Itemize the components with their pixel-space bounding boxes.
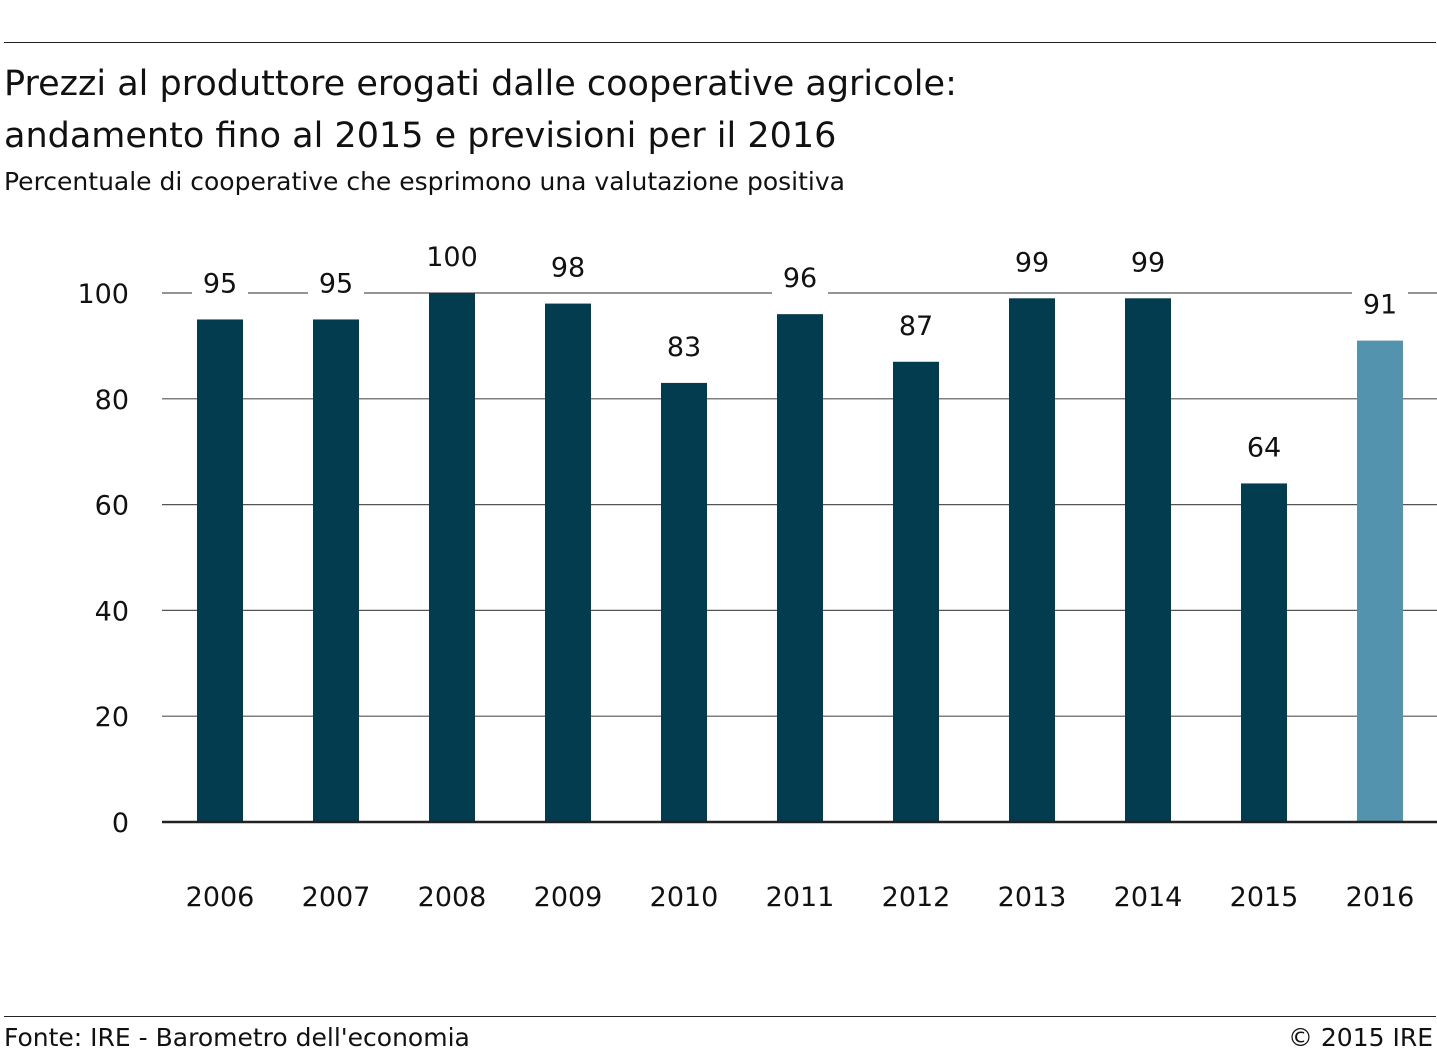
bar-2015 [1241, 483, 1287, 822]
value-label-backdrop [1352, 289, 1408, 324]
y-tick-label: 40 [95, 596, 129, 627]
y-tick-label: 20 [95, 702, 129, 733]
bar-2014 [1125, 298, 1171, 822]
x-tick-label-2016: 2016 [1346, 882, 1415, 913]
x-tick-label-2006: 2006 [186, 882, 255, 913]
x-tick-label-2009: 2009 [534, 882, 603, 913]
value-label-2009: 98 [551, 253, 585, 284]
y-tick-label: 100 [77, 279, 129, 310]
x-tick-label-2014: 2014 [1114, 882, 1183, 913]
value-label-2010: 83 [667, 332, 701, 363]
value-label-2013: 99 [1015, 247, 1049, 278]
value-label-2011: 96 [783, 263, 817, 294]
chart-subtitle: Percentuale di cooperative che esprimono… [4, 167, 845, 196]
x-tick-label-2007: 2007 [302, 882, 371, 913]
value-label-2014: 99 [1131, 247, 1165, 278]
bar-2012 [893, 361, 939, 822]
x-tick-label-2010: 2010 [650, 882, 719, 913]
x-tick-label-2013: 2013 [998, 882, 1067, 913]
value-labels: 95 95 100 98 83 96 87 99 99 64 91 [192, 242, 1408, 467]
bar-chart: 0 20 40 60 80 100 95 95 100 98 83 96 87 99 99 64 91 200… [77, 242, 1437, 913]
chart-title-line-2: andamento fino al 2015 e previsioni per … [4, 116, 837, 156]
value-label-backdrop [888, 310, 944, 345]
value-label-2012: 87 [899, 311, 933, 342]
value-label-2007: 95 [319, 268, 353, 299]
y-tick-label: 60 [95, 491, 129, 522]
bars [197, 293, 1403, 822]
chart-title: Prezzi al produttore erogati dalle coope… [4, 58, 1304, 162]
value-label-2008: 100 [426, 242, 478, 273]
bar-2007 [313, 319, 359, 822]
y-tick-label: 80 [95, 385, 129, 416]
value-label-backdrop [308, 268, 364, 303]
value-label-backdrop [415, 242, 489, 276]
bar-2006 [197, 319, 243, 822]
value-label-2016: 91 [1363, 290, 1397, 321]
value-label-backdrop [540, 252, 596, 287]
source-note: Fonte: IRE - Barometro dell'economia [4, 1023, 470, 1052]
y-axis-tick-labels: 0 20 40 60 80 100 [77, 279, 129, 839]
chart-title-line-1: Prezzi al produttore erogati dalle coope… [4, 64, 957, 104]
x-tick-label-2008: 2008 [418, 882, 487, 913]
value-label-backdrop [656, 331, 712, 366]
x-axis-tick-labels: 2006 2007 2008 2009 2010 2011 2012 2013 2014 2015… [186, 882, 1415, 913]
bar-2016 [1357, 340, 1403, 822]
bar-2010 [661, 382, 707, 822]
value-label-2006: 95 [203, 268, 237, 299]
top-rule [4, 42, 1436, 43]
value-label-backdrop [772, 263, 828, 298]
value-label-backdrop [192, 268, 248, 303]
bar-2008 [429, 293, 475, 822]
value-label-backdrop [1004, 247, 1060, 282]
bar-2011 [777, 314, 823, 822]
value-label-backdrop [1236, 432, 1292, 467]
x-tick-label-2011: 2011 [766, 882, 835, 913]
x-tick-label-2012: 2012 [882, 882, 951, 913]
bar-2009 [545, 303, 591, 822]
bottom-rule [4, 1016, 1436, 1017]
y-tick-label: 0 [112, 808, 129, 839]
bar-2013 [1009, 298, 1055, 822]
copyright-note: © 2015 IRE [1287, 1023, 1433, 1052]
x-tick-label-2015: 2015 [1230, 882, 1299, 913]
value-label-2015: 64 [1247, 432, 1281, 463]
value-label-backdrop [1120, 247, 1176, 282]
